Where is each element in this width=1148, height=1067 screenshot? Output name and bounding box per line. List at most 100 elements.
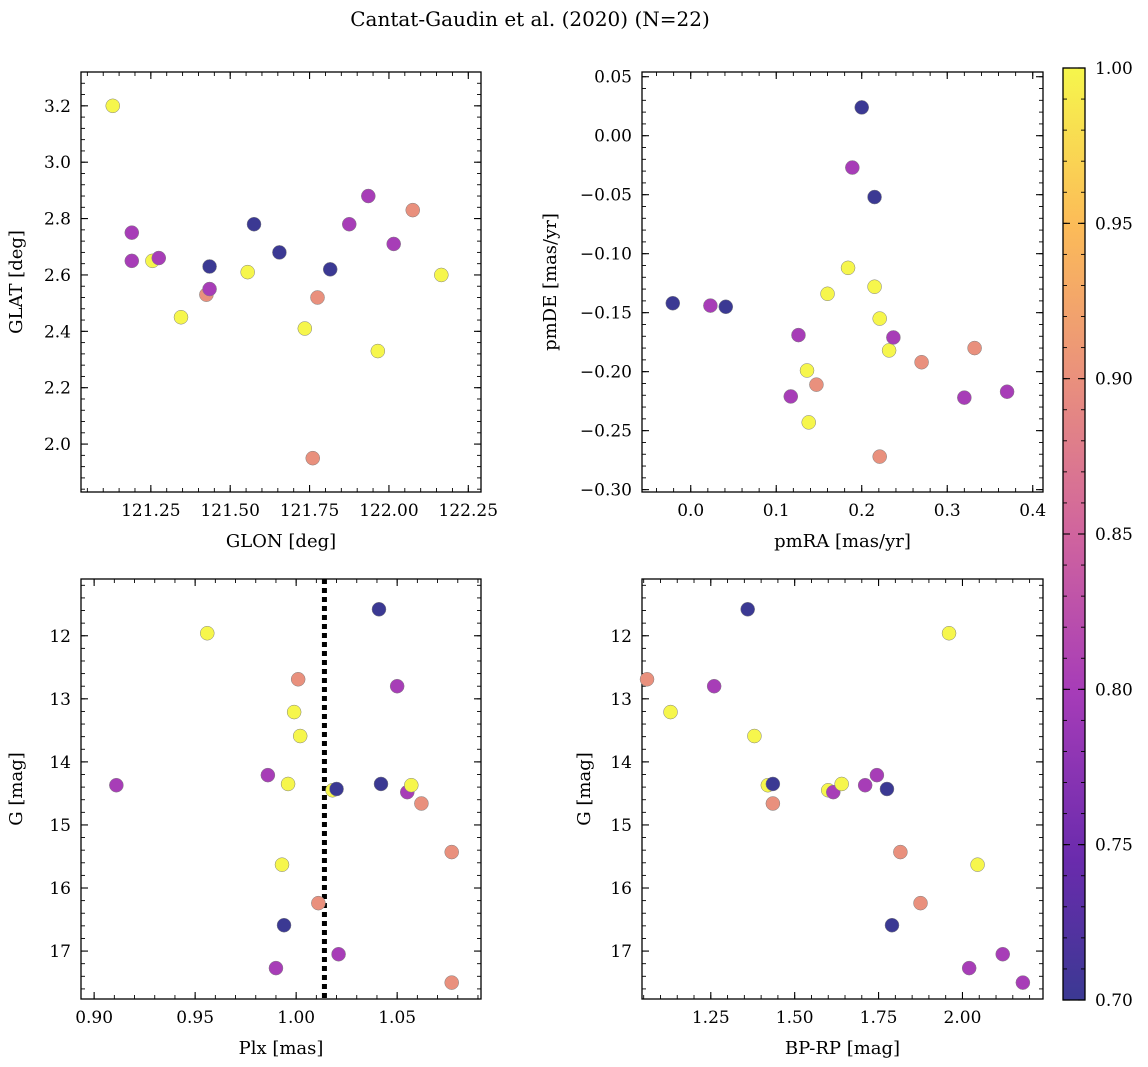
y-tick-label: 2.8 bbox=[44, 210, 71, 230]
y-tick-label: 15 bbox=[49, 816, 71, 836]
data-point bbox=[414, 796, 429, 811]
x-tick-label: 121.50 bbox=[200, 501, 259, 521]
data-point bbox=[290, 672, 306, 687]
data-point bbox=[389, 678, 405, 694]
y-tick-label: −0.15 bbox=[580, 304, 632, 324]
data-point bbox=[124, 253, 140, 269]
data-point bbox=[703, 298, 718, 313]
x-tick-label: 122.25 bbox=[439, 501, 498, 521]
data-point bbox=[872, 311, 887, 326]
data-point bbox=[665, 295, 681, 311]
data-point bbox=[444, 844, 459, 860]
data-point bbox=[879, 781, 895, 797]
data-point bbox=[718, 299, 734, 315]
y-tick-label: −0.10 bbox=[580, 245, 632, 265]
data-point bbox=[105, 98, 120, 114]
y-axis-label: pmDE [mas/yr] bbox=[540, 213, 561, 351]
data-point bbox=[311, 895, 326, 911]
y-tick-label: −0.30 bbox=[580, 481, 632, 501]
x-tick-label: 0.90 bbox=[75, 1008, 113, 1028]
x-tick-label: 1.25 bbox=[692, 1008, 730, 1028]
data-point bbox=[260, 767, 276, 783]
data-point bbox=[329, 781, 344, 797]
data-point bbox=[970, 857, 985, 872]
colorbar-tick-label: 0.85 bbox=[1095, 525, 1133, 545]
y-tick-label: 13 bbox=[49, 690, 71, 710]
y-tick-label: 3.0 bbox=[44, 153, 71, 173]
x-axis-label: GLON [deg] bbox=[226, 531, 336, 552]
x-tick-label: 122.00 bbox=[359, 501, 418, 521]
data-point bbox=[809, 377, 824, 392]
data-point bbox=[310, 290, 325, 305]
data-point bbox=[371, 602, 387, 617]
data-point bbox=[124, 225, 140, 240]
data-point bbox=[914, 354, 929, 370]
data-point bbox=[444, 975, 459, 990]
y-tick-label: 17 bbox=[610, 942, 632, 962]
x-axis-label: Plx [mas] bbox=[239, 1038, 324, 1059]
axes-frame bbox=[80, 578, 482, 1000]
data-point bbox=[886, 330, 901, 345]
colorbar-tick-label: 0.80 bbox=[1095, 680, 1133, 700]
data-point bbox=[404, 777, 419, 793]
data-point bbox=[854, 100, 869, 115]
data-point bbox=[857, 777, 873, 793]
y-tick-label: 13 bbox=[610, 690, 632, 710]
x-tick-label: 0.4 bbox=[1019, 501, 1046, 521]
data-point bbox=[884, 917, 900, 933]
data-point bbox=[405, 202, 420, 218]
colorbar-tick-label: 0.70 bbox=[1095, 991, 1133, 1011]
data-point bbox=[268, 960, 284, 976]
x-tick-label: 0.3 bbox=[934, 501, 961, 521]
x-tick-label: 0.1 bbox=[763, 501, 790, 521]
x-axis-label: pmRA [mas/yr] bbox=[774, 531, 911, 552]
x-tick-label: 1.00 bbox=[277, 1008, 315, 1028]
y-tick-label: 12 bbox=[610, 627, 632, 647]
data-point bbox=[961, 960, 977, 976]
data-point bbox=[370, 343, 386, 359]
data-point bbox=[872, 449, 887, 464]
colorbar: 0.70 0.75 0.80 0.85 0.90 0.95 1.00 bbox=[1062, 59, 1133, 1011]
data-point bbox=[799, 363, 815, 378]
data-point bbox=[240, 264, 255, 280]
colorbar-tick-label: 0.95 bbox=[1095, 214, 1133, 234]
y-tick-label: −0.20 bbox=[580, 363, 632, 383]
x-tick-label: 121.25 bbox=[121, 501, 180, 521]
data-point bbox=[109, 777, 124, 793]
data-point bbox=[801, 415, 816, 430]
x-tick-label: 121.75 bbox=[280, 501, 339, 521]
data-point bbox=[941, 625, 957, 641]
data-point bbox=[663, 704, 678, 720]
data-point bbox=[840, 260, 856, 276]
data-point bbox=[791, 327, 806, 343]
y-tick-label: 14 bbox=[49, 753, 71, 773]
y-tick-label: 17 bbox=[49, 942, 71, 962]
data-point bbox=[297, 321, 313, 336]
panel-plx-g: 0.90 0.95 1.00 1.05 12 13 14 15 16 17 Plx [mas] G [… bbox=[6, 578, 482, 1059]
data-point bbox=[331, 946, 346, 962]
data-point bbox=[386, 236, 401, 252]
data-point bbox=[173, 309, 189, 325]
x-tick-label: 1.50 bbox=[776, 1008, 814, 1028]
axes-frame bbox=[641, 578, 1044, 1000]
y-tick-label: 2.2 bbox=[44, 379, 71, 399]
data-point bbox=[1015, 975, 1031, 990]
colorbar-tick-label: 0.75 bbox=[1095, 836, 1133, 856]
data-point bbox=[292, 728, 308, 744]
data-point bbox=[834, 776, 849, 792]
data-point bbox=[202, 281, 217, 297]
data-point bbox=[740, 602, 755, 617]
colorbar-tick-label: 0.90 bbox=[1095, 370, 1133, 390]
data-point bbox=[200, 625, 215, 641]
data-point bbox=[765, 776, 781, 792]
x-tick-label: 0.2 bbox=[848, 501, 875, 521]
y-tick-label: 2.0 bbox=[44, 435, 71, 455]
y-tick-label: 3.2 bbox=[44, 97, 71, 117]
y-tick-label: −0.25 bbox=[580, 422, 632, 442]
data-point bbox=[280, 776, 296, 792]
data-point bbox=[995, 946, 1010, 962]
data-point bbox=[881, 343, 897, 358]
data-point bbox=[867, 279, 882, 294]
data-point bbox=[957, 390, 972, 405]
